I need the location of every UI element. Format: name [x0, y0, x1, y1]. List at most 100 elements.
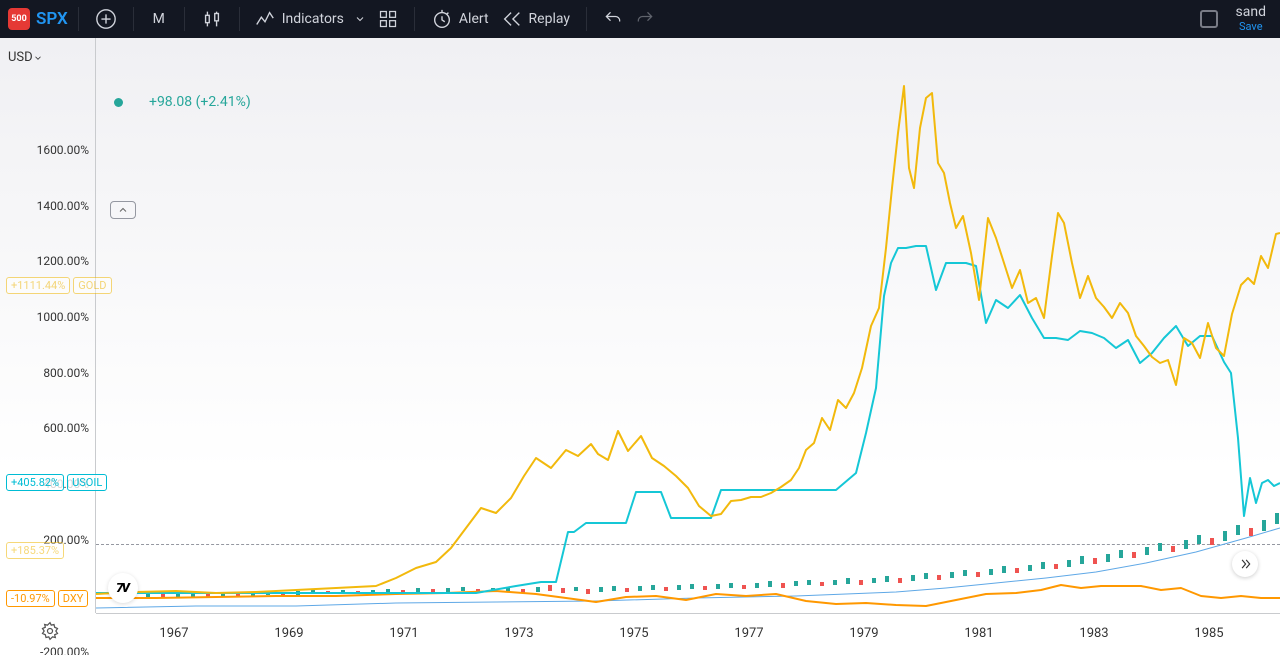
price-tag[interactable]: +405.82%USOIL	[6, 472, 107, 492]
spx-bar	[1028, 565, 1032, 571]
spx-bar	[989, 569, 993, 575]
separator	[78, 7, 79, 31]
chart-area[interactable]: USD 1600.00%1400.00%1200.00%1000.00%800.…	[0, 38, 1280, 655]
spx-bar	[1210, 538, 1214, 545]
separator	[133, 7, 134, 31]
price-tag-value: +185.37%	[6, 542, 64, 559]
price-tag[interactable]: -10.97%DXY	[6, 588, 88, 608]
spx-bar	[1067, 560, 1071, 567]
toolbar: 500 SPX M Indicators Alert Replay sa	[0, 0, 1280, 38]
scroll-to-end-button[interactable]	[1232, 551, 1258, 577]
spx-bar	[859, 580, 863, 585]
alert-button[interactable]: Alert	[425, 4, 495, 34]
spx-bar	[625, 588, 629, 592]
spx-bar	[1158, 543, 1162, 551]
spx-bar	[807, 580, 811, 585]
spx-bar	[1106, 554, 1110, 562]
y-tick-label: 1000.00%	[37, 310, 89, 324]
currency-label: USD	[8, 50, 33, 65]
redo-button[interactable]	[629, 4, 661, 34]
x-tick-label: 1979	[849, 626, 878, 641]
spx-bar	[768, 581, 772, 587]
spx-bar	[690, 584, 694, 589]
usoil-line	[96, 246, 1280, 593]
spx-bar	[586, 589, 590, 594]
spx-bar	[1275, 513, 1279, 524]
toolbar-right: sand Save	[1194, 4, 1280, 34]
spx-bar	[963, 570, 967, 576]
chevron-down-icon	[354, 13, 366, 25]
x-tick-label: 1973	[504, 626, 533, 641]
spx-bar	[638, 586, 642, 591]
spx-bar	[729, 583, 733, 588]
undo-icon	[603, 9, 623, 29]
spx-bar	[1171, 546, 1175, 552]
x-axis[interactable]: 1967196919711973197519771979198119831985	[96, 613, 1280, 655]
chart-type-button[interactable]	[195, 4, 229, 34]
spx-bar	[1119, 550, 1123, 558]
price-tag-value: -10.97%	[6, 590, 55, 607]
fullscreen-button[interactable]	[1194, 4, 1224, 34]
indicators-label: Indicators	[282, 11, 344, 27]
price-tag-value: +1111.44%	[6, 277, 70, 294]
settings-button[interactable]	[40, 621, 60, 645]
spx-bar	[612, 586, 616, 591]
spx-bar	[911, 575, 915, 581]
indicators-button[interactable]: Indicators	[250, 4, 348, 34]
price-tag-label: DXY	[58, 590, 89, 607]
spx-bar	[716, 584, 720, 589]
y-tick-label: 600.00%	[43, 421, 89, 435]
chevron-down-icon	[33, 53, 43, 63]
spx-bar	[446, 588, 450, 592]
redo-icon	[635, 9, 655, 29]
price-tag[interactable]: +185.37%	[6, 540, 67, 560]
add-button[interactable]	[89, 4, 123, 34]
spx-bar	[1002, 566, 1006, 573]
user-block: sand Save	[1236, 5, 1266, 32]
spx-bar	[755, 583, 759, 588]
spx-bar	[794, 581, 798, 586]
y-tick-label: 1400.00%	[37, 199, 89, 213]
spx-bar	[1145, 547, 1149, 555]
y-tick-label: -200.00%	[40, 645, 89, 655]
x-tick-label: 1983	[1079, 626, 1108, 641]
separator	[586, 7, 587, 31]
gear-icon	[40, 621, 60, 641]
spx-bar	[898, 578, 902, 583]
replay-button[interactable]: Replay	[495, 4, 576, 34]
y-tick-label: 1200.00%	[37, 254, 89, 268]
spx-bar	[651, 585, 655, 590]
currency-selector[interactable]: USD	[8, 50, 43, 65]
x-tick-label: 1975	[619, 626, 648, 641]
separator	[184, 7, 185, 31]
undo-button[interactable]	[597, 4, 629, 34]
indicators-dropdown[interactable]	[348, 4, 372, 34]
save-link[interactable]: Save	[1239, 21, 1263, 33]
templates-button[interactable]	[372, 4, 404, 34]
y-axis[interactable]: USD 1600.00%1400.00%1200.00%1000.00%800.…	[0, 38, 96, 613]
spx-bar	[1223, 531, 1227, 541]
spx-bar	[833, 580, 837, 585]
chart-canvas[interactable]	[96, 38, 1280, 613]
symbol-badge[interactable]: 500	[8, 8, 30, 30]
interval-button[interactable]: M	[144, 4, 174, 34]
indicators-icon	[254, 8, 276, 30]
symbol-name[interactable]: SPX	[36, 9, 68, 29]
spx-bar	[976, 572, 980, 577]
replay-icon	[501, 8, 523, 30]
spx-bar	[885, 576, 889, 582]
tradingview-logo[interactable]: 7V	[108, 573, 138, 603]
user-name[interactable]: sand	[1236, 5, 1266, 20]
spx-bar	[950, 572, 954, 578]
spx-bar	[1041, 562, 1045, 569]
x-tick-label: 1971	[389, 626, 418, 641]
candles-icon	[201, 8, 223, 30]
spx-bar	[1262, 520, 1266, 531]
separator	[414, 7, 415, 31]
dxy-line	[96, 585, 1280, 606]
spx-bar	[1184, 540, 1188, 549]
spx-bar	[846, 578, 850, 584]
x-tick-label: 1967	[159, 626, 188, 641]
spx-bar	[1015, 568, 1019, 573]
spx-bar	[461, 587, 465, 591]
